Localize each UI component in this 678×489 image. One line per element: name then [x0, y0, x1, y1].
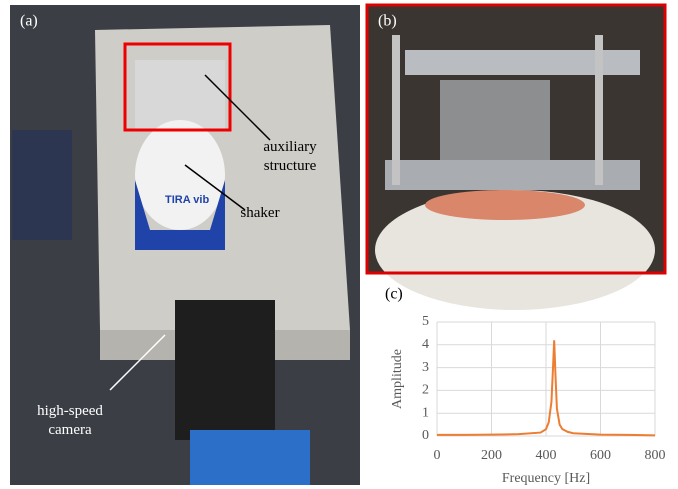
y-tick-label: 4: [422, 337, 429, 352]
x-tick-label: 600: [590, 448, 611, 463]
y-tick-label: 2: [422, 383, 429, 398]
x-axis-title: Frequency [Hz]: [502, 471, 590, 486]
y-tick-label: 1: [422, 405, 429, 420]
annotation: auxiliary structure: [240, 138, 340, 176]
annotation: shaker: [230, 204, 290, 223]
x-tick-label: 0: [434, 448, 441, 463]
figure: (a) TIRA vib (b) (c) Frequency [Hz] Ampl…: [0, 0, 678, 489]
x-tick-label: 400: [536, 448, 557, 463]
y-axis-title: Amplitude: [390, 349, 405, 409]
y-tick-label: 0: [422, 428, 429, 443]
panel-label: (a): [20, 13, 38, 30]
photo-b: [367, 5, 665, 310]
panel-label: (c): [385, 286, 403, 303]
brand-text: TIRA vib: [165, 194, 209, 206]
panel-label: (b): [378, 13, 397, 30]
x-tick-label: 200: [481, 448, 502, 463]
y-tick-label: 5: [422, 314, 429, 329]
y-tick-label: 3: [422, 360, 429, 375]
annotation: high-speed camera: [25, 402, 115, 440]
x-tick-label: 800: [645, 448, 666, 463]
